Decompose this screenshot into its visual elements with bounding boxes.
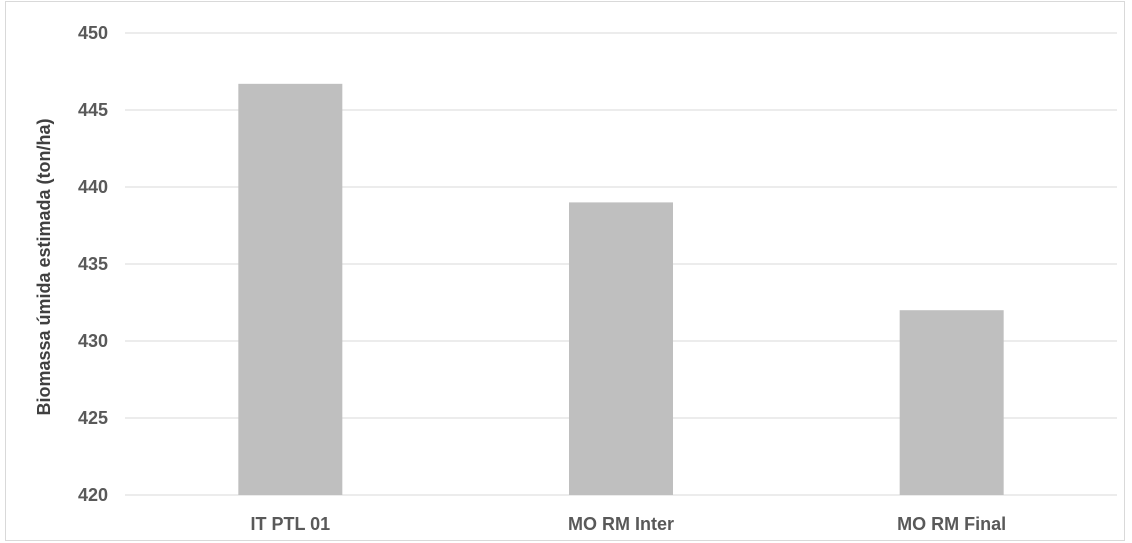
y-tick-label: 440 [78, 177, 108, 197]
bar [569, 202, 673, 495]
x-tick-label: MO RM Final [897, 514, 1006, 534]
y-tick-label: 435 [78, 254, 108, 274]
bar [899, 310, 1004, 495]
y-axis-title: Biomassa úmida estimada (ton/ha) [34, 118, 54, 415]
y-axis-tick-labels: 420 425 430 435 440 445 450 [78, 23, 108, 505]
y-tick-label: 430 [78, 331, 108, 351]
y-tick-label: 425 [78, 408, 108, 428]
y-tick-label: 420 [78, 485, 108, 505]
x-tick-label: IT PTL 01 [250, 514, 330, 534]
x-tick-label: MO RM Inter [568, 514, 674, 534]
bar [238, 83, 343, 495]
y-tick-label: 445 [78, 100, 108, 120]
x-axis-tick-labels: IT PTL 01 MO RM Inter MO RM Final [250, 514, 1006, 534]
bars [238, 83, 1004, 495]
y-tick-label: 450 [78, 23, 108, 43]
